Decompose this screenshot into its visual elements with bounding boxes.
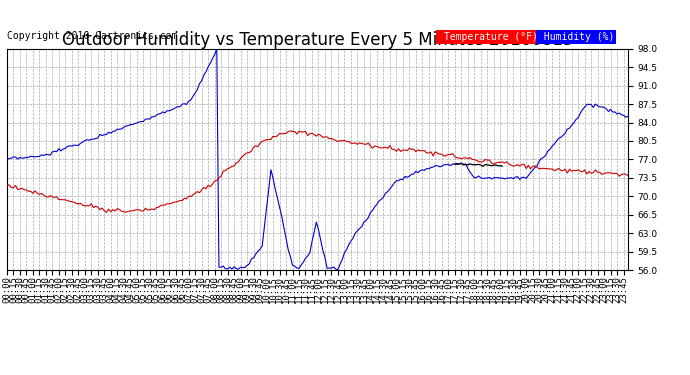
Text: Copyright 2016 Cartronics.com: Copyright 2016 Cartronics.com [7, 32, 177, 41]
Title: Outdoor Humidity vs Temperature Every 5 Minutes 20160815: Outdoor Humidity vs Temperature Every 5 … [61, 31, 573, 49]
Text: Humidity (%): Humidity (%) [538, 32, 614, 42]
Text: Temperature (°F): Temperature (°F) [439, 32, 538, 42]
